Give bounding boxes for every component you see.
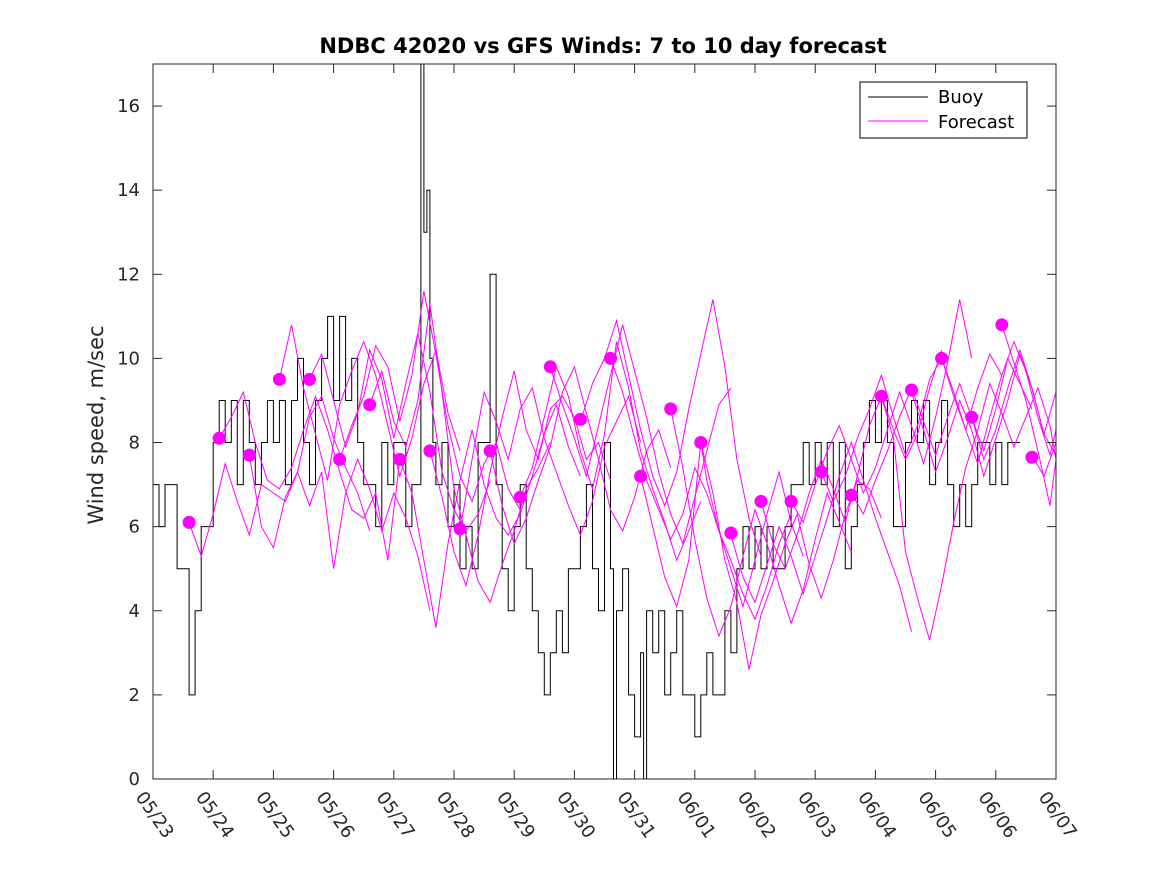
y-tick-label: 12	[117, 264, 140, 285]
forecast-marker-19	[724, 526, 738, 540]
forecast-line-10	[459, 386, 642, 537]
forecast-marker-9	[423, 444, 437, 458]
forecast-line-7	[369, 303, 551, 604]
forecast-line-12	[519, 341, 702, 562]
forecast-line-14	[579, 299, 762, 557]
forecast-marker-21	[784, 494, 798, 508]
forecast-marker-15	[604, 351, 617, 365]
forecast-marker-24	[874, 389, 888, 403]
forecast-marker-11	[483, 444, 497, 458]
y-tick-label: 10	[117, 348, 140, 369]
forecast-line-24	[880, 382, 1056, 641]
forecast-line-22	[820, 353, 1003, 503]
forecast-marker-13	[543, 360, 557, 374]
forecast-line-19	[730, 440, 912, 632]
legend-label-forecast: Forecast	[938, 112, 1014, 133]
forecast-line-15	[610, 358, 792, 621]
forecast-line-27	[971, 348, 1056, 461]
forecast-marker-8	[393, 452, 407, 466]
y-tick-label: 6	[129, 517, 140, 538]
forecast-marker-14	[573, 412, 587, 426]
forecast-line-9	[429, 370, 611, 588]
legend-box	[859, 81, 1028, 139]
forecast-marker-5	[303, 372, 316, 386]
forecast-line-13	[549, 324, 732, 546]
forecast-marker-25	[905, 383, 918, 397]
y-tick-label: 2	[129, 685, 140, 706]
legend: Buoy Forecast	[859, 81, 1028, 139]
forecast-marker-6	[333, 452, 347, 466]
forecast-marker-28	[995, 318, 1009, 332]
forecast-marker-17	[664, 402, 678, 416]
forecast-marker-2	[212, 431, 226, 445]
y-tick-label: 14	[117, 180, 140, 201]
legend-label-buoy: Buoy	[938, 87, 984, 108]
y-axis-label: Wind speed, m/sec	[84, 325, 108, 524]
forecast-line-16	[640, 442, 804, 609]
forecast-line-5	[309, 333, 491, 532]
forecast-line-3	[248, 455, 431, 611]
forecast-line-23	[850, 356, 1033, 516]
forecast-line-8	[399, 403, 581, 628]
y-tick-label: 0	[129, 769, 140, 790]
forecast-marker-7	[363, 398, 377, 412]
forecast-line-28	[1001, 324, 1056, 506]
axes-box	[152, 63, 1057, 780]
forecast-marker-12	[513, 490, 527, 504]
forecast-marker-18	[694, 436, 708, 449]
y-tick-label: 4	[129, 601, 140, 622]
forecast-marker-20	[754, 494, 768, 508]
forecast-marker-23	[844, 488, 858, 502]
forecast-marker-27	[965, 410, 979, 424]
forecast-marker-4	[272, 372, 286, 386]
forecast-marker-26	[935, 351, 949, 365]
chart-title: NDBC 42020 vs GFS Winds: 7 to 10 day for…	[319, 34, 886, 58]
forecast-marker-29	[1025, 450, 1039, 464]
forecast-marker-1	[182, 515, 196, 529]
forecast-line-17	[670, 408, 852, 638]
forecast-marker-10	[453, 522, 467, 536]
forecast-marker-22	[814, 465, 828, 479]
y-tick-label: 16	[117, 96, 140, 117]
forecast-line-4	[278, 324, 461, 481]
forecast-line-2	[218, 390, 401, 561]
forecast-marker-3	[242, 448, 256, 462]
forecast-line-26	[941, 340, 1056, 466]
forecast-marker-16	[634, 469, 648, 483]
y-tick-label: 8	[129, 433, 140, 454]
